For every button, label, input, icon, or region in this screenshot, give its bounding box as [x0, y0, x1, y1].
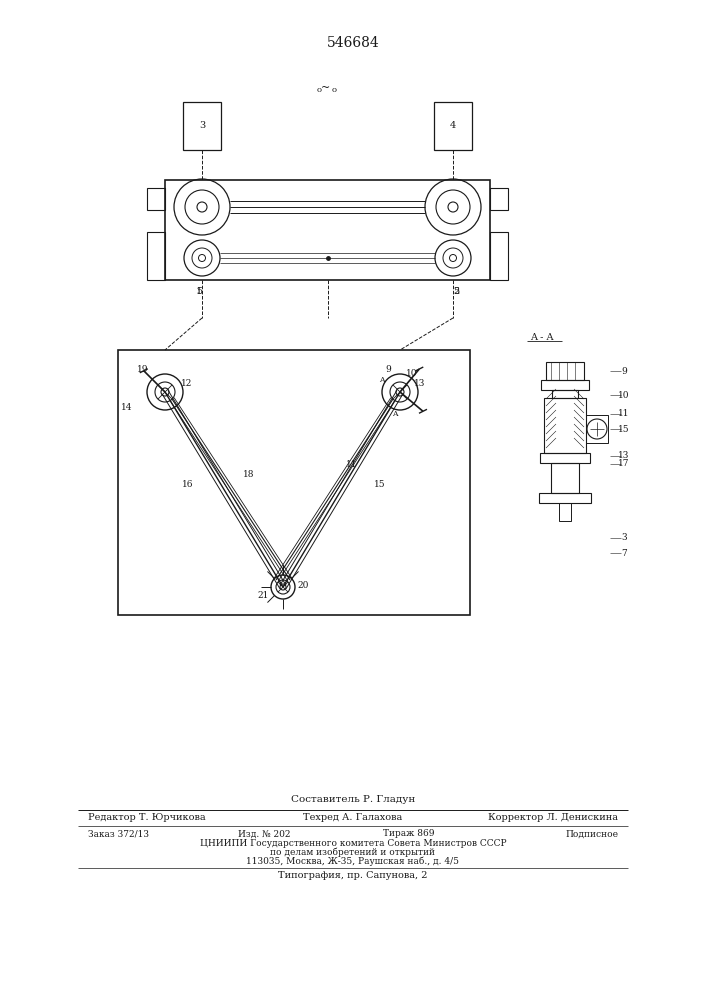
Text: 5: 5 — [453, 288, 459, 296]
Text: 10: 10 — [407, 369, 418, 378]
Text: o: o — [332, 86, 337, 94]
Text: 5: 5 — [196, 288, 202, 296]
Bar — [544, 398, 586, 453]
Text: 9: 9 — [621, 366, 627, 375]
Text: Тираж 869: Тираж 869 — [383, 830, 435, 838]
Bar — [541, 380, 589, 390]
Bar — [165, 180, 490, 280]
Bar — [183, 102, 221, 150]
Text: 546684: 546684 — [327, 36, 380, 50]
Text: 12: 12 — [181, 379, 193, 388]
Text: 13: 13 — [619, 451, 630, 460]
Bar — [434, 102, 472, 150]
Text: Техред А. Галахова: Техред А. Галахова — [303, 814, 402, 822]
Text: Изд. № 202: Изд. № 202 — [238, 830, 291, 838]
Text: Подписное: Подписное — [565, 830, 618, 838]
Text: 3: 3 — [621, 534, 627, 542]
Text: по делам изобретений и открытий: по делам изобретений и открытий — [271, 847, 436, 857]
Text: 4: 4 — [450, 121, 456, 130]
Text: 17: 17 — [618, 460, 630, 468]
Text: 11: 11 — [618, 410, 630, 418]
Text: 20: 20 — [298, 580, 309, 589]
Text: 21: 21 — [257, 590, 269, 599]
Bar — [540, 453, 590, 463]
Text: A: A — [392, 410, 398, 418]
Text: Корректор Л. Денискина: Корректор Л. Денискина — [488, 814, 618, 822]
Text: 2: 2 — [453, 288, 459, 296]
Text: o: o — [317, 86, 322, 94]
Text: 10: 10 — [618, 390, 630, 399]
Text: ~: ~ — [321, 83, 330, 93]
Text: ЦНИИПИ Государственного комитета Совета Министров СССР: ЦНИИПИ Государственного комитета Совета … — [199, 838, 506, 848]
Bar — [552, 390, 578, 398]
Text: 13: 13 — [414, 379, 426, 388]
Text: 9: 9 — [385, 365, 391, 374]
Text: 113035, Москва, Ж-35, Раушская наб., д. 4/5: 113035, Москва, Ж-35, Раушская наб., д. … — [247, 856, 460, 866]
Text: Заказ 372/13: Заказ 372/13 — [88, 830, 149, 838]
Text: A: A — [379, 376, 385, 384]
Bar — [551, 463, 579, 493]
Bar — [118, 350, 470, 615]
Text: 15: 15 — [374, 480, 385, 489]
Bar — [546, 362, 584, 380]
Text: 3: 3 — [199, 121, 205, 130]
Text: A - A: A - A — [530, 332, 554, 342]
Bar — [559, 503, 571, 521]
Text: Типография, пр. Сапунова, 2: Типография, пр. Сапунова, 2 — [279, 871, 428, 880]
Text: Редактор Т. Юрчикова: Редактор Т. Юрчикова — [88, 814, 206, 822]
Bar — [586, 415, 608, 443]
Text: 1: 1 — [196, 288, 202, 296]
Text: 7: 7 — [621, 548, 627, 558]
Bar — [539, 493, 591, 503]
Text: 16: 16 — [182, 480, 194, 489]
Text: 18: 18 — [243, 470, 255, 479]
Text: 15: 15 — [618, 424, 630, 434]
Text: 14: 14 — [121, 402, 133, 412]
Text: 11: 11 — [346, 460, 357, 469]
Text: Составитель Р. Гладун: Составитель Р. Гладун — [291, 796, 415, 804]
Text: 19: 19 — [137, 365, 148, 374]
